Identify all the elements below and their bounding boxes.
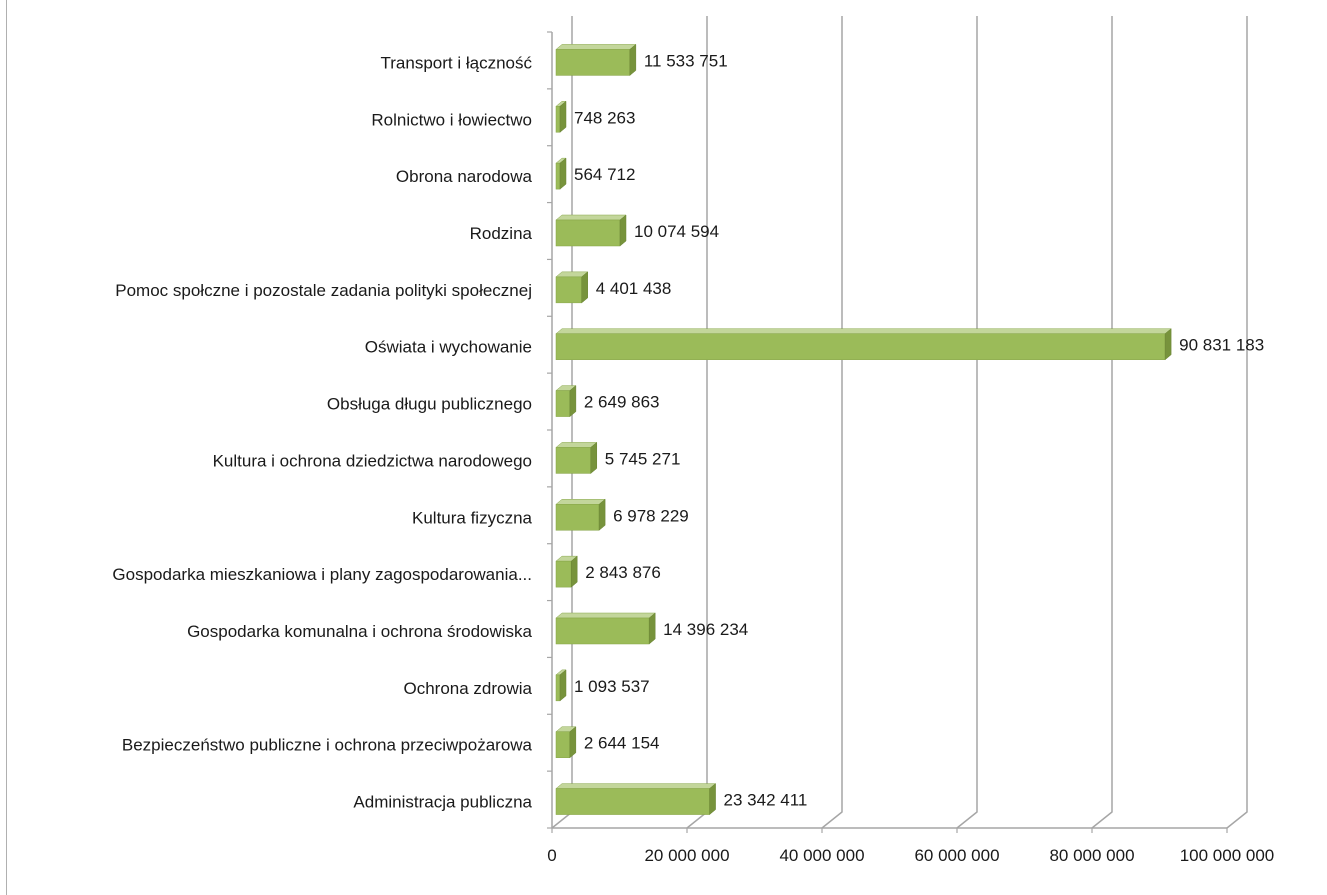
- bar-front-5: [555, 504, 600, 531]
- bar-front-3: [555, 617, 650, 645]
- value-label-13: 11 533 751: [644, 51, 728, 70]
- bar-7: [555, 385, 577, 418]
- x-tick-label-0: 0: [547, 846, 556, 865]
- bar-side-0: [709, 783, 716, 816]
- x-tick-label-5: 100 000 000: [1180, 846, 1275, 865]
- category-label-7: Obsługa długu publicznego: [327, 395, 532, 414]
- bar-front-6: [555, 447, 592, 474]
- gridline-0: [551, 16, 573, 829]
- bar-front-9: [555, 276, 582, 304]
- bar-12: [555, 100, 567, 133]
- bar-6: [555, 441, 598, 474]
- bar-top-0: [555, 783, 717, 789]
- grid-layer: [551, 16, 1248, 829]
- gridline-5: [1226, 16, 1248, 829]
- value-label-1: 2 644 154: [584, 734, 660, 753]
- bar-side-11: [559, 157, 567, 190]
- bar-11: [555, 157, 567, 190]
- value-label-5: 6 978 229: [613, 506, 689, 525]
- bar-front-12: [555, 106, 561, 133]
- frame-left-border: [6, 0, 7, 895]
- value-label-10: 10 074 594: [634, 222, 719, 241]
- bar-3: [555, 612, 656, 645]
- category-label-12: Rolnictwo i łowiectwo: [371, 110, 532, 129]
- bar-side-6: [590, 441, 598, 474]
- bar-top-8: [555, 328, 1172, 334]
- category-label-8: Oświata i wychowanie: [365, 338, 532, 357]
- bar-front-11: [555, 162, 561, 190]
- bar-side-8: [1164, 328, 1172, 361]
- category-label-2: Ochrona zdrowia: [403, 679, 532, 698]
- gridline-2: [821, 16, 843, 829]
- bar-side-4: [570, 555, 578, 588]
- category-label-5: Kultura fizyczna: [412, 508, 533, 527]
- bar-front-4: [555, 560, 572, 588]
- category-label-10: Rodzina: [470, 224, 533, 243]
- bar-front-7: [555, 390, 571, 417]
- bar-side-3: [648, 612, 656, 645]
- bar-top-3: [555, 612, 656, 619]
- gridline-4: [1091, 16, 1113, 829]
- value-label-0: 23 342 411: [724, 791, 808, 810]
- category-label-4: Gospodarka mieszkaniowa i plany zagospod…: [112, 565, 532, 584]
- value-label-4: 2 843 876: [585, 563, 661, 582]
- category-label-3: Gospodarka komunalna i ochrona środowisk…: [187, 622, 532, 641]
- category-label-1: Bezpieczeństwo publiczne i ochrona przec…: [122, 736, 533, 755]
- bar-front-1: [555, 731, 571, 758]
- bar-1: [555, 726, 577, 759]
- bar-top-10: [555, 214, 627, 221]
- bar-front-2: [555, 674, 561, 702]
- value-label-12: 748 263: [574, 108, 635, 127]
- bar-8: [555, 328, 1172, 361]
- gridline-1: [686, 16, 708, 829]
- value-label-8: 90 831 183: [1179, 336, 1264, 355]
- bar-side-10: [619, 214, 627, 247]
- gridline-3: [956, 16, 978, 829]
- value-label-2: 1 093 537: [574, 677, 650, 696]
- label-layer: 0 20 000 000 40 000 000 60 000 000 80 000 00…: [112, 51, 1274, 865]
- bar-side-12: [559, 100, 567, 133]
- bar-front-10: [555, 219, 621, 247]
- x-tick-label-1: 20 000 000: [644, 846, 729, 865]
- bar-front-13: [555, 49, 631, 76]
- category-label-0: Administracja publiczna: [353, 793, 532, 812]
- bar-side-2: [559, 669, 567, 702]
- category-label-11: Obrona narodowa: [396, 167, 533, 186]
- bar-9: [555, 271, 589, 304]
- bar-4: [555, 555, 578, 588]
- bar-10: [555, 214, 627, 247]
- x-tick-label-4: 80 000 000: [1049, 846, 1134, 865]
- bar-top-13: [555, 44, 637, 50]
- category-label-6: Kultura i ochrona dziedzictwa narodowego: [213, 451, 532, 470]
- value-label-9: 4 401 438: [596, 279, 672, 298]
- bar-2: [555, 669, 567, 702]
- bar-13: [555, 43, 637, 76]
- value-label-6: 5 745 271: [605, 449, 681, 468]
- category-label-13: Transport i łączność: [381, 53, 533, 72]
- bar-front-0: [555, 788, 710, 815]
- bar-top-5: [555, 499, 606, 505]
- value-label-7: 2 649 863: [584, 393, 660, 412]
- bar-side-7: [569, 385, 577, 418]
- bar-side-5: [598, 498, 606, 531]
- bar-0: [555, 783, 717, 816]
- bar-side-9: [581, 271, 588, 304]
- bar-layer: [555, 43, 1172, 816]
- bar-side-1: [569, 726, 577, 759]
- bar-front-8: [555, 333, 1166, 360]
- x-tick-label-3: 60 000 000: [914, 846, 999, 865]
- axis-layer: [547, 31, 1228, 833]
- x-tick-label-2: 40 000 000: [779, 846, 864, 865]
- bar-top-6: [555, 442, 598, 448]
- value-label-3: 14 396 234: [663, 620, 748, 639]
- bar-5: [555, 498, 606, 531]
- category-label-9: Pomoc społczne i pozostale zadania polit…: [115, 281, 532, 300]
- bar-side-13: [629, 43, 637, 76]
- value-label-11: 564 712: [574, 165, 635, 184]
